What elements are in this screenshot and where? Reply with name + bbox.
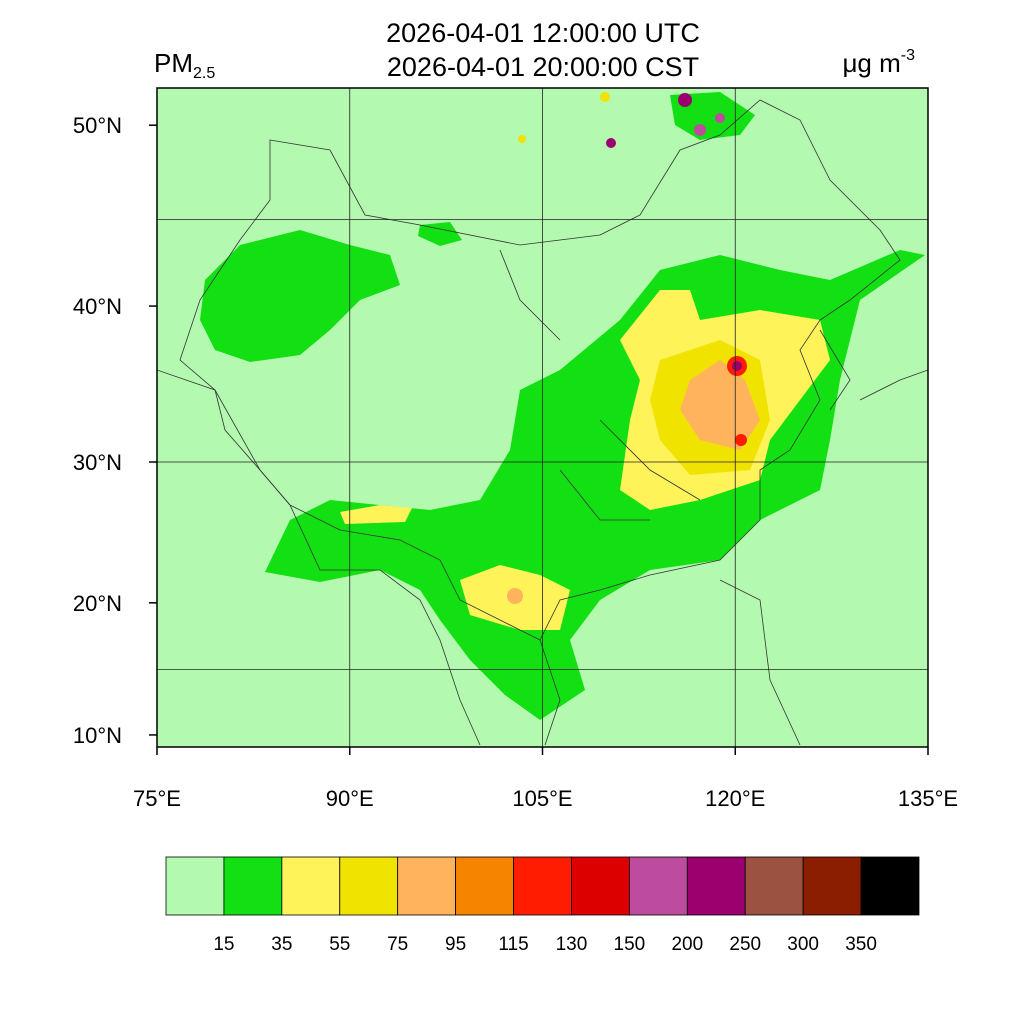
field-area	[678, 93, 692, 107]
colorbar-box	[802, 856, 862, 916]
y-tick-label: 50°N	[73, 113, 122, 138]
field-area	[735, 434, 747, 446]
variable-subscript: 2.5	[193, 65, 215, 82]
colorbar-label: 35	[271, 934, 292, 955]
colorbar-box	[165, 856, 225, 916]
colorbar-label: 115	[498, 934, 528, 955]
y-tick-label: 30°N	[73, 450, 122, 475]
field-area	[694, 124, 706, 136]
country-border	[499, 249, 701, 521]
colorbar-box	[339, 856, 399, 916]
colorbar-box	[397, 856, 457, 916]
colorbar-label: 75	[387, 934, 408, 955]
colorbar-box	[571, 856, 630, 916]
field-area	[606, 138, 616, 148]
variable-name: PM	[154, 48, 193, 78]
country-border	[539, 329, 928, 746]
field-area	[680, 360, 760, 450]
colorbar-box	[860, 856, 920, 916]
title-line: 2026-04-01 12:00:00 UTC	[386, 18, 700, 48]
x-tick-label: 120°E	[705, 786, 765, 811]
field-area	[507, 588, 523, 604]
map	[157, 88, 928, 747]
field-area	[670, 92, 755, 140]
colorbar-label: 95	[445, 934, 466, 955]
y-tick-label: 20°N	[73, 591, 122, 616]
y-tick-label: 40°N	[73, 294, 122, 319]
x-tick-label: 135°E	[898, 786, 958, 811]
field-area	[600, 92, 610, 102]
x-tick-label: 105°E	[512, 786, 572, 811]
colorbar-box	[223, 856, 283, 916]
colorbar-label: 150	[614, 934, 646, 955]
colorbar-box	[744, 856, 804, 916]
colorbar-label: 15	[213, 934, 234, 955]
units-label: μg m-3	[842, 47, 915, 78]
x-tick-label: 90°E	[326, 786, 374, 811]
colorbar-box	[513, 856, 572, 916]
units-exponent: -3	[901, 47, 915, 64]
field-area	[340, 505, 412, 524]
colorbar-label: 250	[729, 934, 761, 955]
colorbar-label: 200	[671, 934, 703, 955]
variable-label: PM2.5	[154, 48, 215, 82]
colorbar-box	[455, 856, 514, 916]
axes: 75°E 90°E 105°E 120°E 135°E 10°N 20°N 30°N 40°N 5…	[73, 113, 958, 811]
title-line: 2026-04-01 20:00:00 CST	[387, 52, 699, 82]
y-tick-label: 10°N	[73, 723, 122, 748]
colorbar-label: 55	[329, 934, 350, 955]
field-area	[732, 361, 742, 371]
field-area	[518, 135, 526, 143]
colorbar-box	[281, 856, 341, 916]
units-base: μg m	[842, 48, 900, 78]
x-tick-label: 75°E	[133, 786, 181, 811]
field-area	[715, 113, 725, 123]
field-area	[418, 222, 462, 246]
colorbar-label: 300	[787, 934, 819, 955]
colorbar-box	[686, 856, 746, 916]
colorbar: 15 35 55 75 95 115 130 150 200 250 300 350	[165, 856, 920, 955]
colorbar-label: 350	[845, 934, 877, 955]
country-border	[179, 99, 901, 641]
colorbar-box	[628, 856, 688, 916]
colorbar-label: 130	[556, 934, 588, 955]
